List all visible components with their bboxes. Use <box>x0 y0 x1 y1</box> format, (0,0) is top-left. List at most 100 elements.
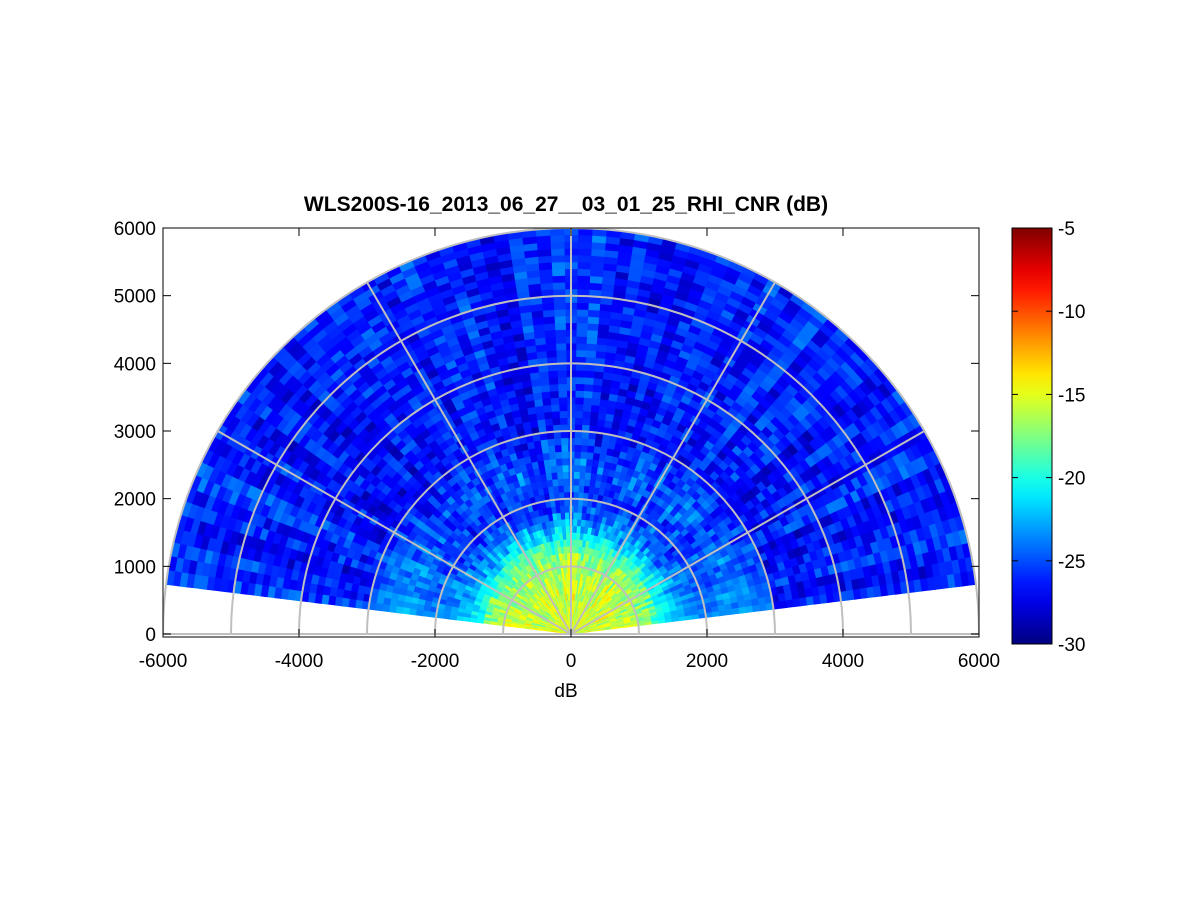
heatmap-cell <box>576 275 591 283</box>
heatmap-cell <box>576 268 591 277</box>
heatmap-cell <box>535 350 548 359</box>
heatmap-cell <box>586 451 594 460</box>
heatmap-cell <box>537 255 552 264</box>
heatmap-cell <box>415 609 424 617</box>
heatmap-cell <box>585 343 597 352</box>
heatmap-cell <box>548 376 559 385</box>
heatmap-cell <box>590 255 605 264</box>
heatmap-cell <box>586 322 599 332</box>
heatmap-cell <box>592 377 603 386</box>
heatmap-cell <box>590 404 600 413</box>
heatmap-cell <box>551 261 565 270</box>
heatmap-cell <box>582 403 592 412</box>
heatmap-cell <box>561 450 569 459</box>
heatmap-cell <box>572 538 577 547</box>
heatmap-cell <box>561 464 569 473</box>
heatmap-cell <box>587 309 600 318</box>
heatmap-cell <box>577 241 592 250</box>
heatmap-cell <box>560 444 569 452</box>
heatmap-cell <box>551 410 560 419</box>
grid-spoke <box>217 430 572 635</box>
heatmap-cell <box>557 376 567 385</box>
heatmap-cell <box>539 377 550 386</box>
heatmap-cell <box>381 604 391 613</box>
heatmap-cell <box>575 342 587 351</box>
heatmap-cell <box>541 302 555 311</box>
heatmap-cell <box>549 390 559 399</box>
heatmap-cell <box>548 383 559 392</box>
heatmap-cell <box>583 390 593 399</box>
heatmap-cell <box>586 444 595 454</box>
heatmap-cell <box>590 248 606 257</box>
heatmap-cell <box>576 518 582 527</box>
heatmap-cell <box>536 418 546 428</box>
heatmap-cell <box>587 302 601 311</box>
heatmap-cell <box>539 282 554 291</box>
heatmap-cell <box>584 370 595 379</box>
heatmap-cell <box>554 444 562 453</box>
heatmap-cell <box>589 268 604 278</box>
heatmap-cell <box>592 452 601 461</box>
heatmap-cell <box>553 315 566 324</box>
heatmap-cell <box>401 607 411 615</box>
heatmap-cell <box>589 417 598 427</box>
heatmap-cell <box>551 275 566 283</box>
heatmap-cell <box>596 418 606 428</box>
heatmap-cell <box>553 308 566 317</box>
heatmap-cell <box>578 484 585 493</box>
grid-spoke <box>366 281 572 635</box>
heatmap-cell <box>573 478 580 486</box>
heatmap-cell <box>542 309 555 318</box>
heatmap-cell <box>585 349 597 358</box>
heatmap-cell <box>572 545 576 554</box>
heatmap-cell <box>572 505 579 513</box>
heatmap-cell <box>572 511 578 520</box>
heatmap-cell <box>544 336 557 345</box>
heatmap-cell <box>543 329 556 338</box>
heatmap-cell <box>561 457 569 466</box>
heatmap-cell <box>560 437 569 446</box>
heatmap-cell <box>583 485 590 494</box>
heatmap-cell <box>395 606 404 614</box>
heatmap-cell <box>575 322 588 331</box>
heatmap-cell <box>555 464 563 473</box>
heatmap-cell <box>580 437 589 446</box>
heatmap-cell <box>553 302 566 310</box>
heatmap-cell <box>535 234 551 244</box>
heatmap-cell <box>593 445 602 454</box>
heatmap-cell <box>574 417 583 425</box>
heatmap-cell <box>573 450 581 459</box>
heatmap-cell <box>583 383 594 392</box>
heatmap-cell <box>556 471 564 480</box>
heatmap-cell <box>550 248 565 256</box>
heatmap-cell <box>562 484 569 493</box>
heatmap-cell <box>555 342 567 351</box>
heatmap-cell <box>578 478 585 487</box>
heatmap-cell <box>555 457 563 466</box>
heatmap-cell <box>388 605 397 613</box>
heatmap-cell <box>557 478 564 487</box>
heatmap-cell <box>575 335 588 344</box>
grid-spoke <box>570 430 925 635</box>
heatmap-cell <box>575 369 586 378</box>
heatmap-cell <box>576 281 590 290</box>
grid-spoke <box>570 281 776 635</box>
heatmap-cell <box>554 322 567 331</box>
heatmap-cell <box>542 316 555 325</box>
heatmap-cell <box>576 315 589 324</box>
heatmap-cell <box>577 248 592 256</box>
heatmap-cell <box>536 241 552 251</box>
heatmap-cell <box>573 484 580 493</box>
heatmap-cell <box>579 464 587 473</box>
heatmap-cell <box>575 329 588 338</box>
heatmap-cell <box>589 411 599 420</box>
heatmap-cell <box>562 471 569 479</box>
heatmap-cell <box>585 336 598 345</box>
heatmap-cell <box>546 438 555 447</box>
heatmap-cell <box>538 370 549 380</box>
heatmap-cell <box>535 412 545 421</box>
heatmap-cell <box>422 610 431 618</box>
heatmap-cell <box>549 397 560 406</box>
heatmap-cell <box>557 383 568 392</box>
